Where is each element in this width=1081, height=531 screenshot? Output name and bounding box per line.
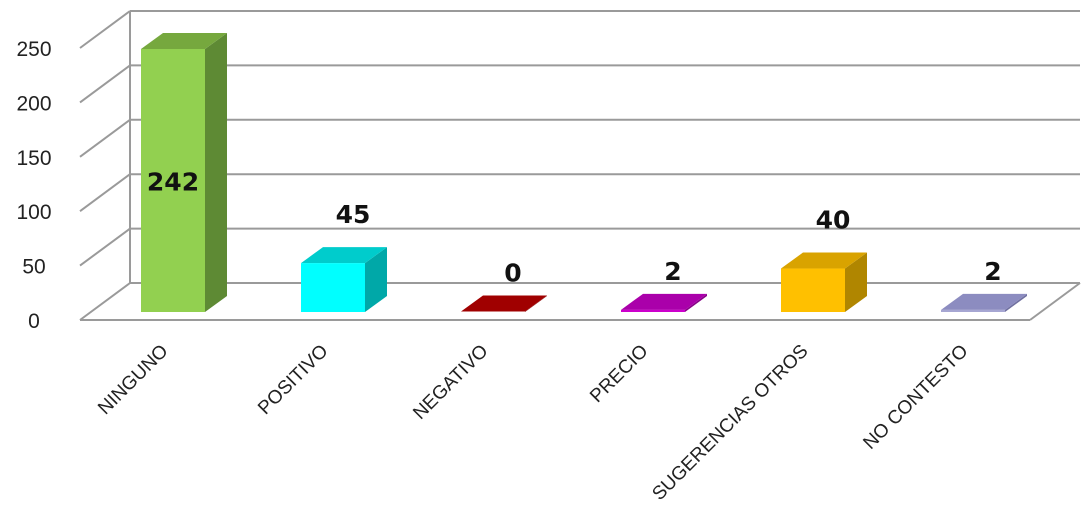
bar-side xyxy=(845,252,867,312)
data-label: 40 xyxy=(816,206,851,235)
bar-top xyxy=(141,33,227,49)
data-label: 2 xyxy=(984,257,1001,286)
grid-diagonal xyxy=(79,64,131,104)
data-label: 45 xyxy=(336,200,371,229)
grid-diagonal xyxy=(79,227,131,267)
bar-top xyxy=(461,295,547,312)
bar xyxy=(141,33,227,312)
grid-diagonal xyxy=(79,282,131,321)
bar-front xyxy=(781,268,845,312)
category-label: SUGERENCIAS OTROS xyxy=(648,341,812,505)
y-tick-label: 200 xyxy=(16,92,51,115)
data-label: 242 xyxy=(147,168,199,197)
bar-front xyxy=(301,263,365,312)
category-label: NINGUNO xyxy=(94,341,172,419)
bar-front xyxy=(621,309,685,312)
bar-side xyxy=(685,293,707,312)
x-axis-categories: NINGUNO POSITIVO NEGATIVO PRECIOSUGERENCIAS… xyxy=(94,341,972,505)
bar-top xyxy=(781,252,867,269)
y-tick-label: 150 xyxy=(16,147,51,170)
y-tick-label: 250 xyxy=(16,38,51,61)
bar-top xyxy=(941,293,1027,310)
bar-side xyxy=(525,295,547,312)
bar-front xyxy=(141,49,205,312)
data-labels: 242 45 0 2 40 2 xyxy=(147,168,1002,288)
grid-diagonal xyxy=(79,10,131,49)
bar-side xyxy=(1005,293,1027,312)
grid-diagonal xyxy=(79,173,131,213)
bar xyxy=(461,295,547,312)
data-label: 2 xyxy=(664,257,681,286)
grid-lines xyxy=(79,10,1081,321)
bar xyxy=(621,293,707,312)
floor-right-edge xyxy=(1029,282,1081,321)
y-axis-ticks: 0 50 100 150 200 250 xyxy=(16,38,51,333)
y-tick-label: 50 xyxy=(22,256,45,279)
bars xyxy=(141,33,1027,312)
bar-side xyxy=(365,247,387,312)
category-label: PRECIO xyxy=(586,341,652,407)
bar-top xyxy=(621,293,707,310)
category-label: NEGATIVO xyxy=(409,341,492,424)
bar xyxy=(781,252,867,312)
category-label: POSITIVO xyxy=(254,341,332,419)
data-label: 0 xyxy=(504,259,521,288)
grid-diagonal xyxy=(79,118,131,158)
y-tick-label: 100 xyxy=(16,201,51,224)
bar xyxy=(941,293,1027,312)
bar-side xyxy=(205,33,227,312)
bar-top xyxy=(301,247,387,264)
y-tick-label: 0 xyxy=(28,310,40,333)
bar xyxy=(301,247,387,312)
bar-front xyxy=(941,309,1005,312)
category-label: NO CONTESTO xyxy=(859,341,972,454)
